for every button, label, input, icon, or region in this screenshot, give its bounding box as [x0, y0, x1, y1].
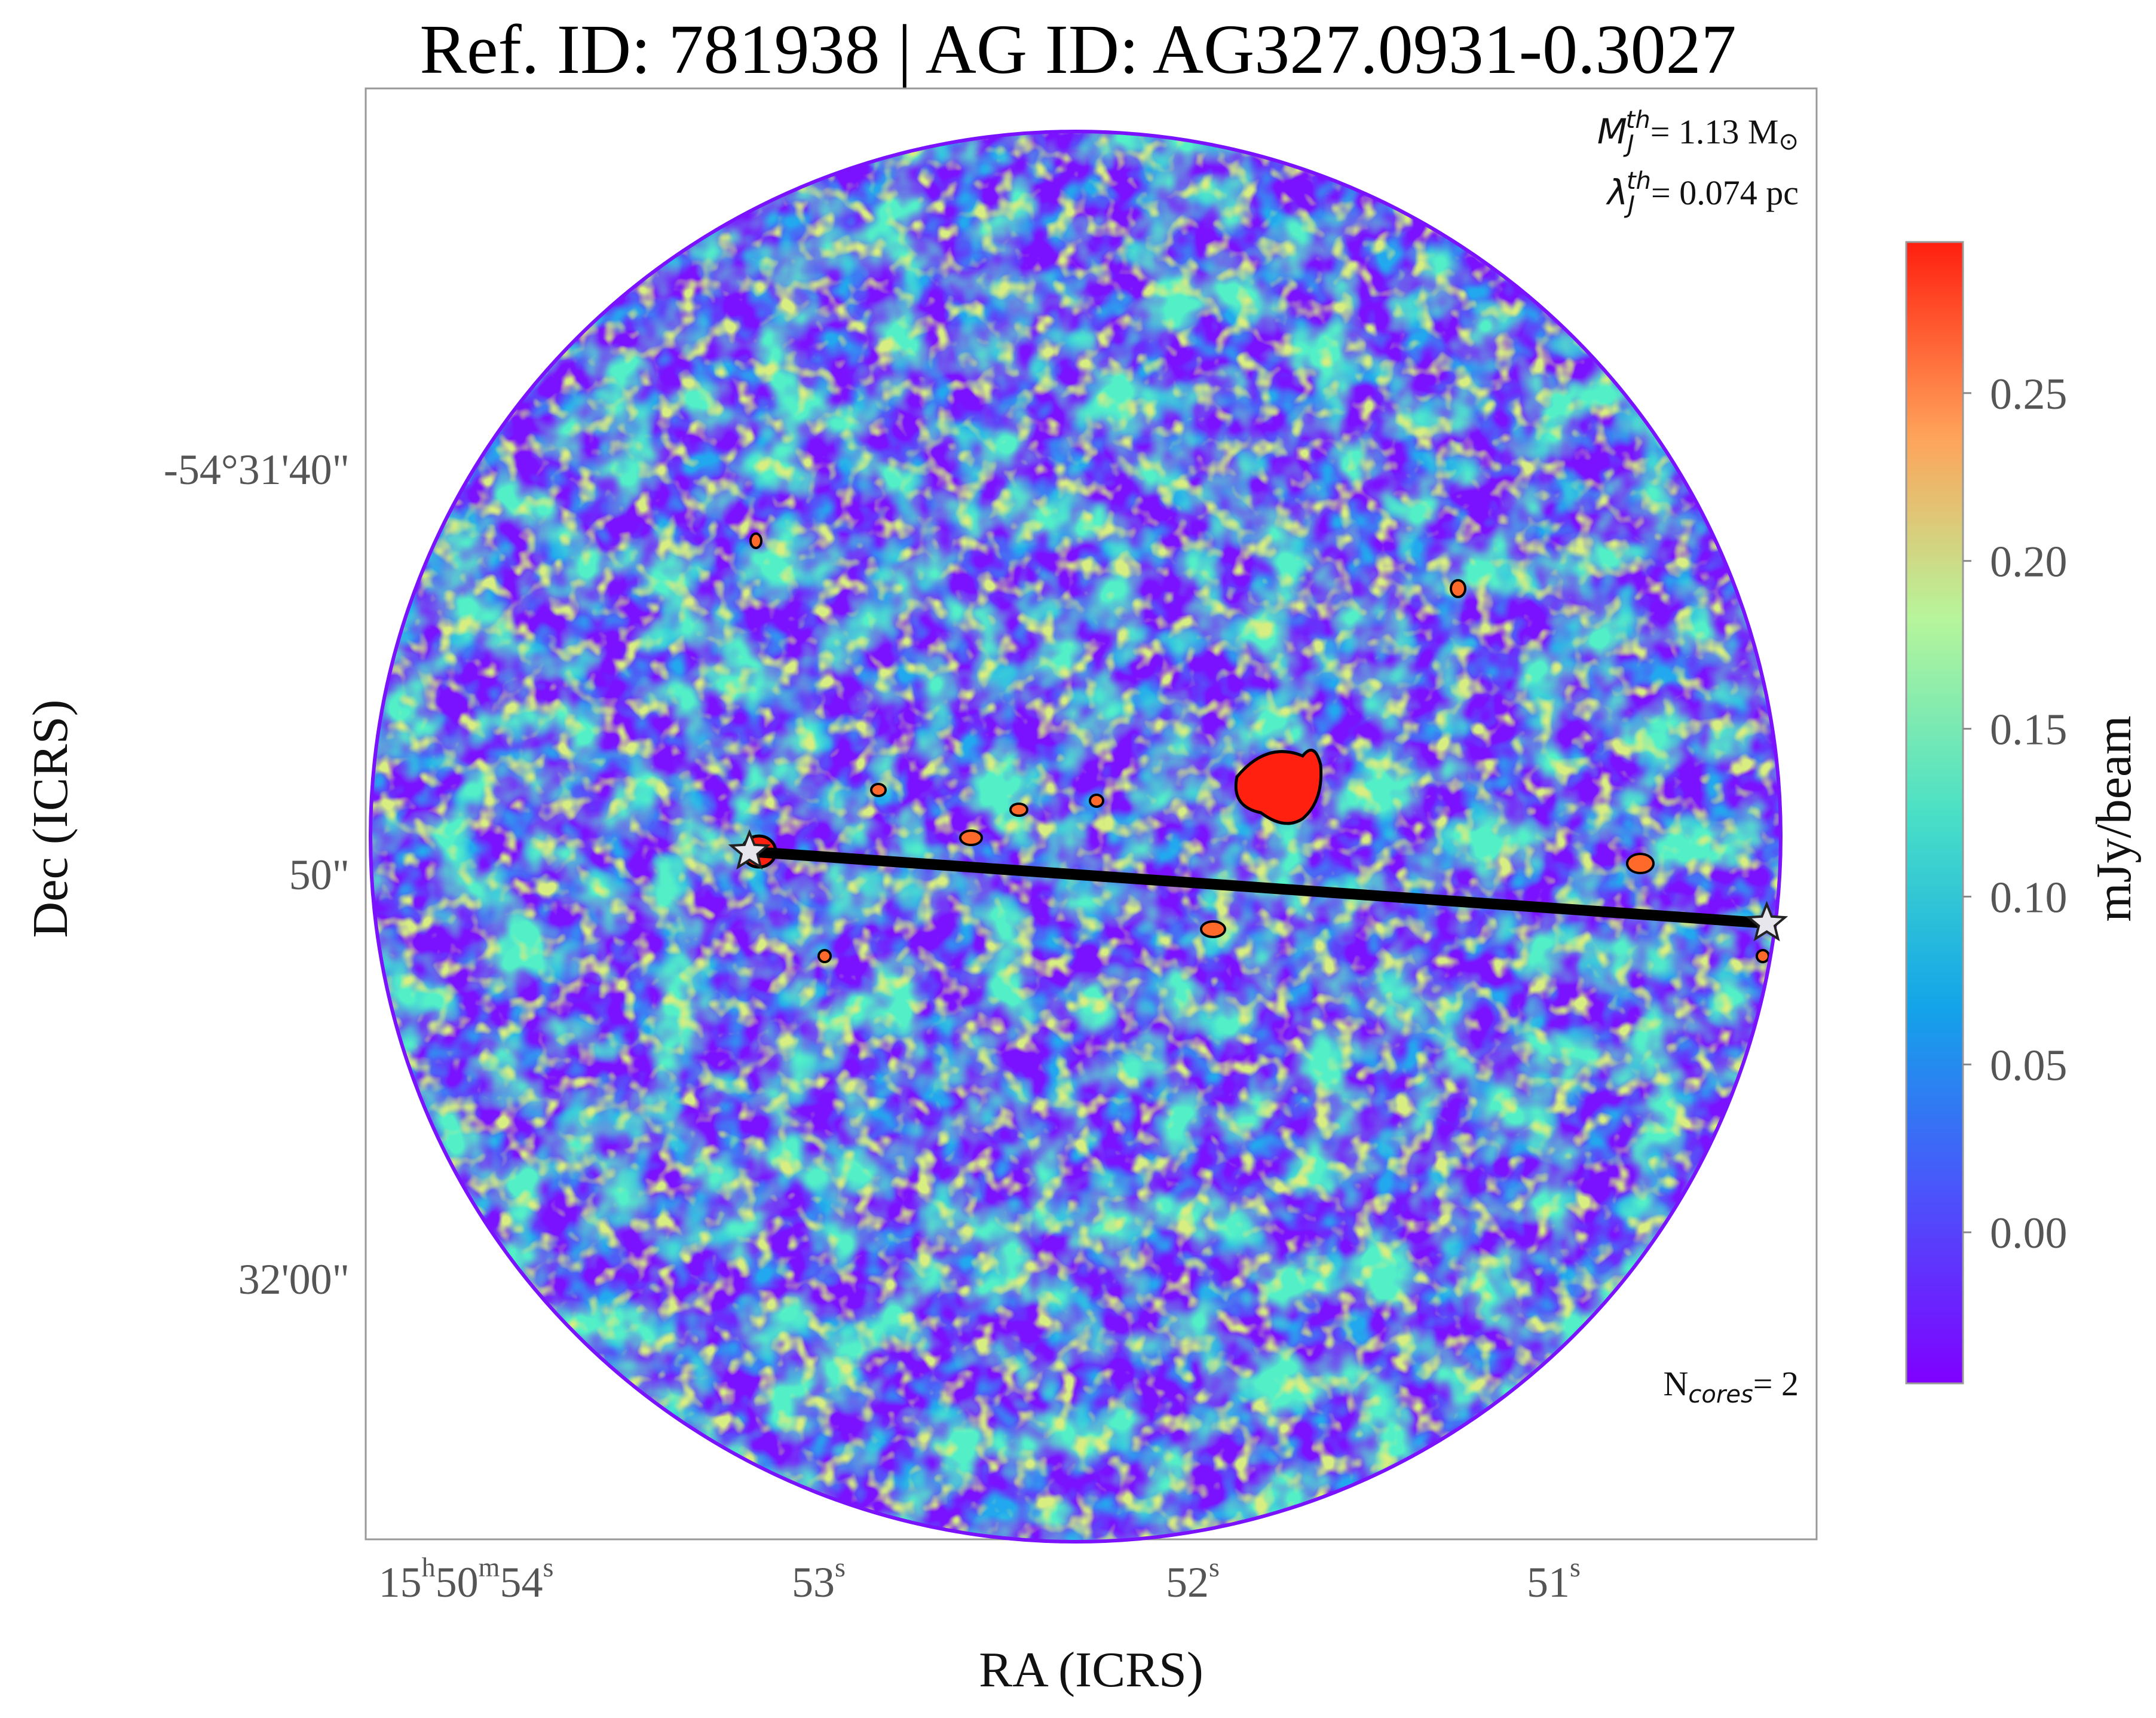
- colorbar-tick-label: 0.25: [1990, 370, 2068, 419]
- cores-layer: [728, 829, 1788, 942]
- x-tick-label: 15h50m54s: [379, 1552, 554, 1606]
- colorbar-ticks: 0.00 0.05 0.10 0.15 0.20 0.25: [1963, 370, 2068, 1258]
- y-axis-label: Dec (ICRS): [23, 700, 78, 938]
- chart-title: Ref. ID: 781938 | AG ID: AG327.0931-0.30…: [419, 10, 1736, 88]
- core-star-marker: [1745, 901, 1788, 942]
- y-tick-label: -54°31'40": [164, 446, 350, 494]
- map-edge: [369, 130, 1783, 1544]
- jeans-length-label: λJth= 0.074 pc: [1606, 167, 1799, 219]
- jeans-mass-label: MJth= 1.13 M⊙: [1597, 106, 1799, 158]
- colorbar-label: mJy/beam: [2086, 715, 2142, 921]
- intensity-map: [370, 131, 1781, 1542]
- x-tick-label: 51s: [1527, 1552, 1581, 1606]
- x-tick-label: 53s: [792, 1552, 846, 1606]
- core-connection-line: [749, 846, 1768, 929]
- y-tick-label: 50": [289, 851, 350, 899]
- colorbar-tick-label: 0.20: [1990, 538, 2068, 587]
- colorbar: [1905, 241, 1964, 1385]
- ncores-label: Ncores= 2: [1664, 1364, 1799, 1408]
- colorbar-tick-label: 0.00: [1990, 1209, 2068, 1258]
- colorbar-tick-label: 0.10: [1990, 873, 2068, 922]
- colorbar-tick-label: 0.05: [1990, 1041, 2068, 1090]
- colorbar-tick-label: 0.15: [1990, 706, 2068, 755]
- y-tick-label: 32'00": [238, 1255, 350, 1303]
- x-tick-label: 52s: [1166, 1552, 1220, 1606]
- x-axis-label: RA (ICRS): [979, 1642, 1203, 1698]
- core-star-marker: [728, 829, 771, 870]
